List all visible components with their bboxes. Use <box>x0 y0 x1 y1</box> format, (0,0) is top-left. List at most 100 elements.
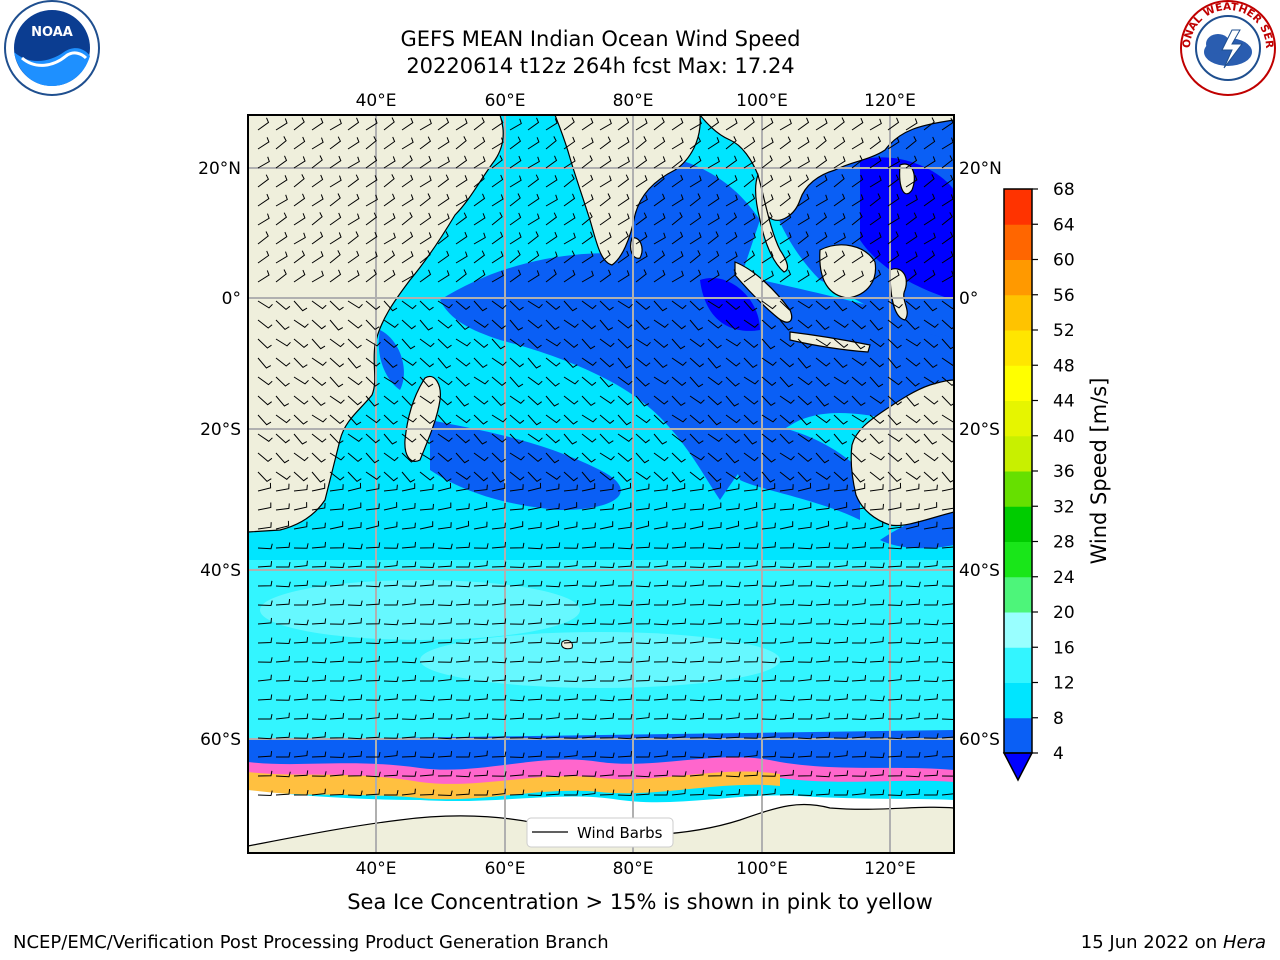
nws-logo-text: NATIONAL WEATHER SERVICE <box>0 0 1275 49</box>
wind-barb <box>545 136 557 150</box>
wind-barb <box>293 174 305 188</box>
wind-barb <box>653 174 665 188</box>
wind-barb <box>293 414 308 425</box>
wind-barb <box>581 618 597 625</box>
wind-barb <box>257 137 270 150</box>
wind-barb <box>635 175 648 188</box>
wind-barb <box>689 250 701 264</box>
wind-barb <box>833 250 846 264</box>
wind-barb <box>635 231 648 245</box>
wind-barb <box>779 232 792 245</box>
wind-barb <box>275 471 291 480</box>
wind-barb <box>257 357 272 369</box>
wind-barb <box>563 136 576 150</box>
wind-barb <box>383 319 399 328</box>
malay-peninsula-land <box>754 173 789 273</box>
wind-barb <box>491 788 506 796</box>
legend-label: Wind Barbs <box>577 824 663 842</box>
wind-barb <box>815 376 830 387</box>
wind-barb <box>347 637 363 644</box>
colorbar-label: Wind Speed [m/s] <box>1087 378 1111 565</box>
colorbar-tick-label: 32 <box>1053 497 1075 517</box>
wind-barb <box>383 376 399 385</box>
wind-barb <box>473 376 489 385</box>
colorbar-tick-label: 36 <box>1053 462 1075 482</box>
map-title: GEFS MEAN Indian Ocean Wind Speed <box>400 27 801 51</box>
wind-barb <box>815 118 828 131</box>
wind-barb <box>851 270 864 283</box>
wind-barb <box>545 212 558 226</box>
wind-barb <box>617 543 633 550</box>
wind-barb <box>851 300 867 310</box>
wind-barb <box>851 522 866 530</box>
wind-barb <box>725 471 741 480</box>
wind-barb <box>257 117 270 131</box>
wind-barb <box>689 562 705 569</box>
wind-barb <box>599 414 615 425</box>
wind-barb <box>491 174 504 188</box>
wind-barb <box>815 251 828 264</box>
x-tick-top-80e: 80°E <box>613 91 654 111</box>
wind-barb <box>293 676 309 683</box>
wind-barb <box>761 561 777 568</box>
wind-barb <box>563 338 579 349</box>
wind-barb <box>401 561 417 568</box>
wind-barb <box>491 357 507 366</box>
wind-barb <box>941 756 954 758</box>
wind-barb <box>905 251 918 264</box>
wind-barb <box>887 270 900 283</box>
wind-barb <box>833 136 846 150</box>
map-frame <box>247 114 955 854</box>
wind-barb <box>438 714 453 720</box>
wind-barb <box>527 751 543 758</box>
wind-barb <box>329 695 345 702</box>
wind-barb <box>527 694 543 701</box>
wind-barb <box>509 338 525 348</box>
wind-barb <box>797 617 812 625</box>
wind-barb <box>851 541 866 549</box>
wind-barb <box>923 452 939 462</box>
wind-barb <box>383 300 398 312</box>
wind-barb <box>707 414 722 426</box>
wind-barb <box>509 232 522 245</box>
colorbar-segment <box>1004 435 1032 472</box>
wind-barb <box>491 483 506 492</box>
wind-barb <box>599 357 614 368</box>
wind-barb <box>311 471 326 483</box>
wind-barb <box>815 194 828 207</box>
wind-barb <box>383 193 396 207</box>
wind-barb <box>491 694 507 701</box>
wind-barb <box>275 695 291 701</box>
wind-barb <box>815 212 828 226</box>
wind-barb <box>311 483 326 492</box>
wind-barb <box>257 471 272 483</box>
wind-barb <box>671 751 687 758</box>
wind-barb <box>779 542 795 549</box>
wind-barb <box>653 656 669 663</box>
wind-barb <box>437 674 452 682</box>
wind-barb <box>797 117 810 131</box>
wind-barb <box>833 637 849 644</box>
wind-barb <box>779 155 792 169</box>
wind-barb <box>815 695 831 701</box>
wind-barb <box>491 194 504 207</box>
wind-barb <box>851 212 863 226</box>
wind-barb <box>851 714 867 721</box>
x-tick-bottom-80e: 80°E <box>613 859 654 879</box>
wind-barb <box>437 319 453 329</box>
wind-barb <box>833 395 849 405</box>
wind-barb <box>869 376 884 388</box>
wind-barb <box>527 790 543 797</box>
wind-barb <box>635 732 651 739</box>
wind-barb <box>851 483 866 492</box>
wind-barb <box>743 521 758 530</box>
wind-barb <box>941 212 953 226</box>
wind-barb <box>545 357 561 367</box>
wind-barb <box>707 733 723 740</box>
wind-barb <box>347 270 360 283</box>
wind-barb <box>653 580 669 587</box>
wind-barb <box>941 546 954 549</box>
wind-barb <box>509 732 525 739</box>
wind-barb <box>617 580 633 587</box>
